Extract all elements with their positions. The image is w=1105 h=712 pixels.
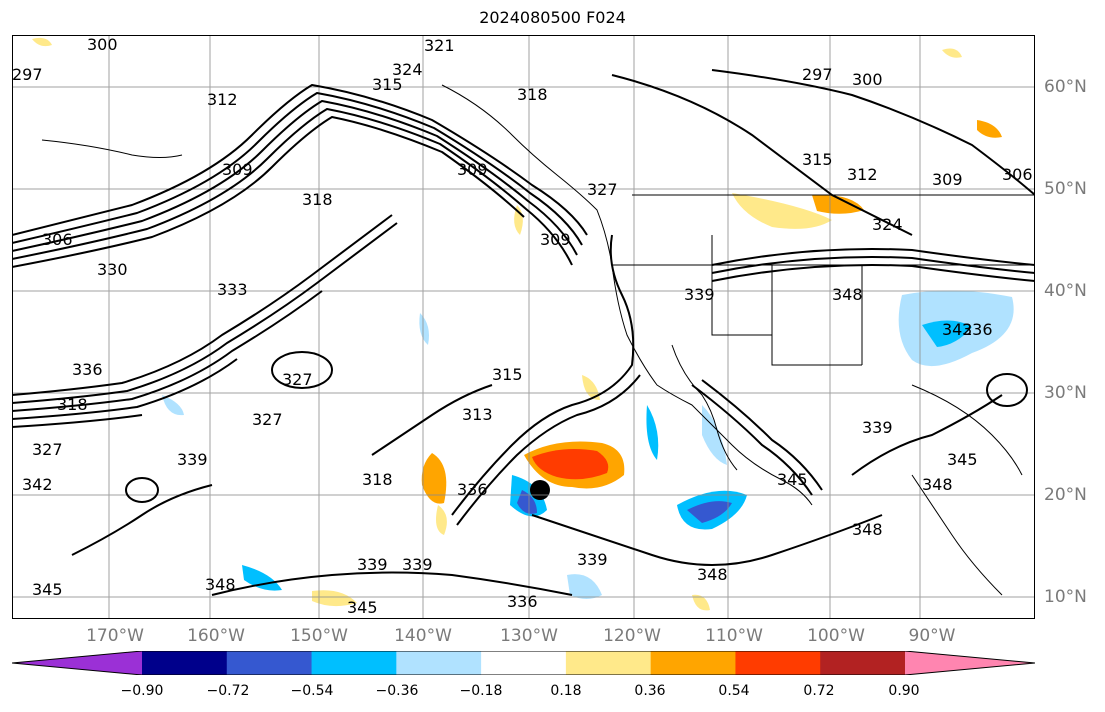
colorbar-tick-label: −0.36 [375,683,419,699]
contour-label: 327 [282,370,313,389]
contour-label: 324 [392,60,423,79]
contour-label: 339 [177,450,208,469]
colorbar-segment [820,651,906,675]
lat-label: 60°N [1044,77,1087,97]
contour-label: 306 [1002,165,1033,184]
contour-label: 312 [847,165,878,184]
contour-label: 339 [684,285,715,304]
lat-label: 50°N [1044,179,1087,199]
contour-label: 342 [942,320,973,339]
lat-label: 40°N [1044,281,1087,301]
colorbar-tick-label: 0.90 [888,683,920,699]
colorbar-tick-label: −0.72 [206,683,250,699]
contour-label: 339 [357,555,388,574]
colorbar-tick-label: 0.18 [550,683,582,699]
lon-label: 100°W [807,626,865,646]
contour-label: 309 [540,230,571,249]
contour-label: 339 [862,418,893,437]
contour-label: 300 [852,70,883,89]
contour-label: 315 [802,150,833,169]
contour-label: 342 [22,475,53,494]
contour-label: 318 [57,395,88,414]
contour-label: 348 [852,520,883,539]
contour-label: 300 [87,35,118,54]
contour-label: 327 [32,440,63,459]
contour-label: 318 [517,85,548,104]
lat-label: 20°N [1044,485,1087,505]
lon-label: 160°W [187,626,245,646]
contour-label: 324 [872,215,903,234]
colorbar-tick-label: 0.36 [634,683,666,699]
colorbar-segment [650,651,736,675]
contour-label: 336 [962,320,993,339]
contour-label: 348 [832,285,863,304]
contour-label: 348 [922,475,953,494]
contour-label: 297 [12,65,43,84]
contour-label: 336 [72,360,103,379]
contour-label: 348 [697,565,728,584]
colorbar-tick-label: −0.90 [120,683,164,699]
contour-label: 309 [222,160,253,179]
map-title: 2024080500 F024 [479,8,626,27]
colorbar-tick-label: 0.54 [718,683,750,699]
contour-label: 345 [347,598,378,617]
contour-label: 345 [947,450,978,469]
map-plot: 321 324 315 312 318 309 318 309 327 309 … [12,35,1035,619]
contour-label: 306 [42,230,73,249]
colorbar-segment [226,651,313,675]
contour-label: 327 [587,180,618,199]
contour-label-group: 321 324 315 312 318 309 318 309 327 309 … [12,35,1033,617]
lon-label: 110°W [705,626,763,646]
colorbar-segment [311,651,397,675]
contour-label: 345 [777,470,808,489]
contour-label: 345 [32,580,63,599]
colorbar-segment [565,651,652,675]
colorbar-tick-label: 0.72 [803,683,835,699]
lon-label: 150°W [290,626,348,646]
contour-label: 327 [252,410,283,429]
contour-label: 313 [462,405,493,424]
contour-label: 297 [802,65,833,84]
colorbar-segment [735,651,821,675]
lon-label: 130°W [500,626,558,646]
colorbar-extend-low [12,651,142,675]
contour-label: 339 [402,555,433,574]
lon-label: 170°W [86,626,144,646]
lat-label: 10°N [1044,587,1087,607]
lon-label: 140°W [394,626,452,646]
colorbar-tick-label: −0.54 [290,683,334,699]
contour-label: 309 [932,170,963,189]
contour-lines [12,69,1035,596]
shaded-field [32,37,1014,611]
colorbar-tick-label: −0.18 [459,683,503,699]
lon-label: 90°W [908,626,956,646]
colorbar-extend-high [905,651,1035,675]
contour-label: 315 [372,75,403,94]
colorbar [12,651,1035,675]
contour-label: 336 [507,592,538,611]
contour-label: 318 [302,190,333,209]
contour-label: 321 [424,36,455,55]
contour-label: 348 [205,575,236,594]
contour-label: 339 [577,550,608,569]
contour-label: 330 [97,260,128,279]
contour-label: 318 [362,470,393,489]
colorbar-segment [142,651,228,675]
colorbar-segment [481,651,567,675]
lat-label: 30°N [1044,383,1087,403]
contour-label: 333 [217,280,248,299]
contour-label: 336 [457,480,488,499]
contour-label: 309 [457,160,488,179]
contour-label: 315 [492,365,523,384]
lon-label: 120°W [603,626,661,646]
colorbar-segment [396,651,482,675]
contour-label: 312 [207,90,238,109]
